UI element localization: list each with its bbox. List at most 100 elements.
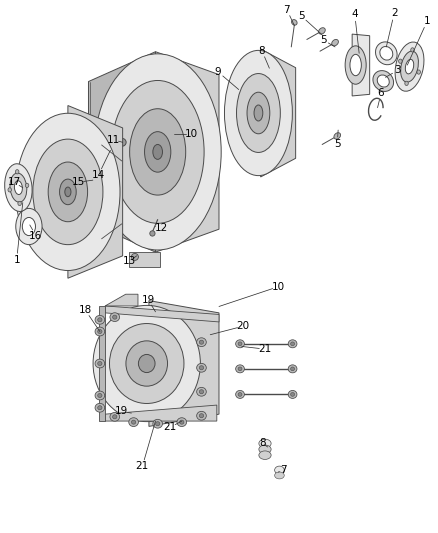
Ellipse shape bbox=[238, 342, 242, 345]
Ellipse shape bbox=[98, 329, 102, 334]
Ellipse shape bbox=[275, 472, 284, 479]
Ellipse shape bbox=[291, 392, 294, 397]
Polygon shape bbox=[105, 405, 217, 421]
Polygon shape bbox=[155, 52, 219, 252]
Polygon shape bbox=[99, 306, 105, 421]
Ellipse shape bbox=[48, 162, 88, 222]
Ellipse shape bbox=[145, 132, 171, 172]
Ellipse shape bbox=[138, 354, 155, 373]
Text: 4: 4 bbox=[351, 10, 358, 19]
Ellipse shape bbox=[259, 451, 271, 459]
Text: 6: 6 bbox=[378, 88, 385, 98]
Ellipse shape bbox=[131, 420, 136, 424]
Ellipse shape bbox=[291, 342, 294, 345]
Ellipse shape bbox=[275, 466, 284, 474]
Ellipse shape bbox=[197, 387, 206, 396]
Polygon shape bbox=[149, 301, 219, 426]
Ellipse shape bbox=[332, 39, 339, 46]
Ellipse shape bbox=[126, 341, 168, 386]
Text: 8: 8 bbox=[259, 439, 266, 448]
Text: 16: 16 bbox=[29, 231, 42, 240]
Text: 8: 8 bbox=[258, 46, 265, 55]
Text: 3: 3 bbox=[394, 66, 401, 75]
Polygon shape bbox=[129, 252, 160, 266]
Text: 20: 20 bbox=[237, 321, 250, 331]
Ellipse shape bbox=[345, 46, 366, 84]
Ellipse shape bbox=[334, 133, 341, 139]
Text: 21: 21 bbox=[163, 423, 177, 432]
Text: 10: 10 bbox=[272, 282, 285, 292]
Ellipse shape bbox=[236, 365, 244, 373]
Polygon shape bbox=[261, 49, 296, 177]
Ellipse shape bbox=[131, 254, 138, 260]
Ellipse shape bbox=[98, 318, 102, 322]
Text: 7: 7 bbox=[280, 465, 287, 475]
Ellipse shape bbox=[177, 418, 187, 426]
Ellipse shape bbox=[22, 217, 35, 236]
Ellipse shape bbox=[254, 105, 263, 121]
Ellipse shape bbox=[405, 59, 414, 74]
Ellipse shape bbox=[224, 50, 292, 176]
Ellipse shape bbox=[377, 75, 389, 87]
Ellipse shape bbox=[267, 61, 272, 67]
Ellipse shape bbox=[197, 364, 206, 372]
Ellipse shape bbox=[14, 181, 22, 195]
Ellipse shape bbox=[288, 340, 297, 348]
Ellipse shape bbox=[405, 81, 408, 85]
Ellipse shape bbox=[401, 51, 418, 82]
Ellipse shape bbox=[95, 403, 105, 412]
Ellipse shape bbox=[93, 305, 201, 422]
Polygon shape bbox=[88, 52, 155, 252]
Text: 11: 11 bbox=[106, 135, 120, 144]
Ellipse shape bbox=[110, 413, 120, 421]
Ellipse shape bbox=[113, 315, 117, 319]
Ellipse shape bbox=[95, 327, 105, 336]
Ellipse shape bbox=[110, 324, 184, 403]
Ellipse shape bbox=[238, 367, 242, 371]
Ellipse shape bbox=[291, 367, 294, 371]
Ellipse shape bbox=[237, 74, 280, 152]
Ellipse shape bbox=[399, 59, 402, 63]
Ellipse shape bbox=[98, 393, 102, 398]
Ellipse shape bbox=[10, 173, 27, 202]
Text: 5: 5 bbox=[298, 11, 305, 21]
Text: 1: 1 bbox=[13, 255, 20, 265]
Text: 9: 9 bbox=[215, 67, 222, 77]
Text: 21: 21 bbox=[258, 344, 272, 354]
Ellipse shape bbox=[288, 390, 297, 399]
Ellipse shape bbox=[411, 48, 414, 52]
Ellipse shape bbox=[25, 183, 29, 188]
Ellipse shape bbox=[318, 28, 325, 34]
Ellipse shape bbox=[16, 114, 120, 271]
Ellipse shape bbox=[111, 80, 204, 223]
Ellipse shape bbox=[98, 406, 102, 410]
Ellipse shape bbox=[380, 46, 393, 60]
Text: 15: 15 bbox=[71, 177, 85, 187]
Text: 18: 18 bbox=[79, 305, 92, 315]
Ellipse shape bbox=[153, 144, 162, 159]
Ellipse shape bbox=[150, 231, 155, 236]
Ellipse shape bbox=[199, 340, 204, 344]
Ellipse shape bbox=[197, 338, 206, 346]
Ellipse shape bbox=[197, 411, 206, 420]
Text: 14: 14 bbox=[92, 170, 105, 180]
Text: 5: 5 bbox=[334, 139, 341, 149]
Ellipse shape bbox=[199, 366, 204, 370]
Ellipse shape bbox=[5, 164, 32, 212]
Ellipse shape bbox=[350, 54, 361, 76]
Text: 21: 21 bbox=[136, 462, 149, 471]
Ellipse shape bbox=[113, 415, 117, 419]
Text: 19: 19 bbox=[141, 295, 155, 304]
Ellipse shape bbox=[129, 418, 138, 426]
Ellipse shape bbox=[247, 92, 270, 134]
Ellipse shape bbox=[236, 390, 244, 399]
Text: 10: 10 bbox=[185, 130, 198, 139]
Ellipse shape bbox=[15, 169, 19, 174]
Ellipse shape bbox=[259, 445, 271, 454]
Ellipse shape bbox=[155, 422, 160, 426]
Ellipse shape bbox=[98, 361, 102, 366]
Ellipse shape bbox=[94, 54, 221, 250]
Text: 2: 2 bbox=[391, 9, 398, 18]
Ellipse shape bbox=[180, 420, 184, 424]
Polygon shape bbox=[105, 306, 219, 322]
